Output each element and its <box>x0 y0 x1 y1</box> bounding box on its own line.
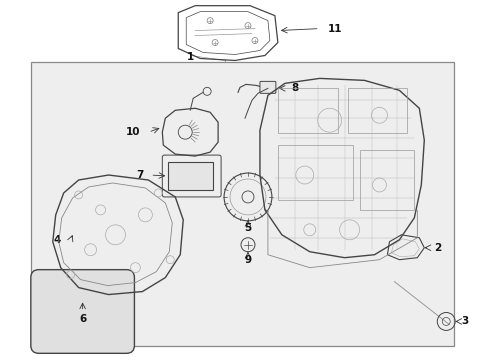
Text: 7: 7 <box>136 170 144 180</box>
Text: 2: 2 <box>434 243 441 253</box>
Text: 6: 6 <box>79 314 86 324</box>
Text: 9: 9 <box>245 255 251 265</box>
Text: 4: 4 <box>53 235 61 245</box>
FancyBboxPatch shape <box>168 162 213 190</box>
FancyBboxPatch shape <box>31 270 134 353</box>
Text: 1: 1 <box>187 53 194 63</box>
Text: 8: 8 <box>292 84 299 93</box>
Text: 3: 3 <box>461 316 468 327</box>
FancyBboxPatch shape <box>260 81 276 93</box>
Bar <box>31 62 454 346</box>
Text: 11: 11 <box>328 24 342 33</box>
Text: 10: 10 <box>126 127 141 137</box>
Text: 5: 5 <box>245 223 251 233</box>
